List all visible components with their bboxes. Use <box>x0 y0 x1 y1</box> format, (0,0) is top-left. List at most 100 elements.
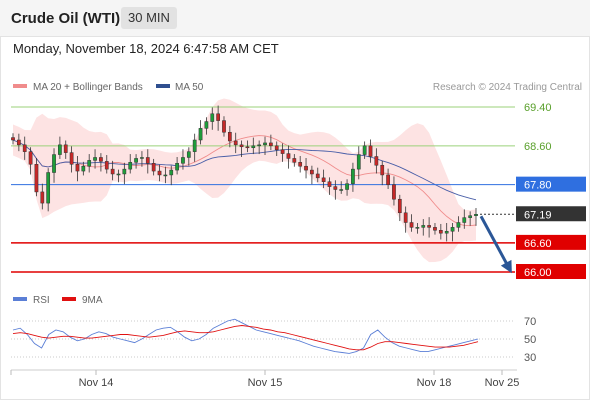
time-label: Nov 25 <box>485 377 520 389</box>
legend-ma50-swatch <box>156 84 170 88</box>
rsi-label-30: 30 <box>524 352 536 364</box>
candle-body <box>169 169 174 176</box>
candle-body <box>46 172 51 204</box>
legend-9ma-label: 9MA <box>82 295 103 306</box>
candle-body <box>222 120 226 133</box>
candle-body <box>99 157 103 162</box>
candle-body <box>333 186 338 190</box>
candle-body <box>87 160 92 167</box>
candle-body <box>474 214 478 216</box>
candle-body <box>403 212 408 223</box>
candle-body <box>374 156 379 166</box>
candle-body <box>456 222 461 228</box>
candle-body <box>210 113 215 122</box>
candle-body <box>321 177 326 182</box>
candle-body <box>93 157 97 161</box>
candle-body <box>128 162 133 170</box>
rsi-label-70: 70 <box>524 316 536 328</box>
level-67-80-label: 67.80 <box>524 180 552 192</box>
candle-body <box>286 153 291 159</box>
candle-body <box>104 161 109 170</box>
level-68-60-label: 68.60 <box>524 141 552 153</box>
candle-body <box>415 227 420 229</box>
price-levels <box>11 106 515 273</box>
candle-body <box>339 189 344 191</box>
candle-body <box>16 139 21 146</box>
candle-body <box>22 144 27 152</box>
legend-ma50-label: MA 50 <box>175 82 204 93</box>
rsi-label-50: 50 <box>524 334 536 346</box>
candle-body <box>40 191 45 204</box>
candle-body <box>239 144 244 148</box>
candle-body <box>122 168 127 175</box>
legend-ma20-swatch <box>13 84 27 88</box>
candle-body <box>362 145 367 155</box>
candle-body <box>462 217 467 223</box>
candle-body <box>397 198 402 214</box>
legend-rsi-swatch <box>13 297 27 301</box>
candle-body <box>186 151 191 158</box>
price-level-labels: 69.40 68.60 67.80 67.19 66.60 66.00 <box>516 102 586 279</box>
candles <box>11 105 478 242</box>
instrument-title: Crude Oil (WTI) <box>11 10 121 27</box>
candle-body <box>327 181 332 187</box>
candle-body <box>110 168 115 175</box>
forecast-arrow-shaft <box>479 215 511 269</box>
level-67-19-label: 67.19 <box>524 209 552 221</box>
candle-body <box>75 164 80 172</box>
candle-body <box>233 140 238 146</box>
candle-body <box>181 157 185 164</box>
candle-body <box>427 225 431 228</box>
candle-body <box>292 158 297 163</box>
level-66-00-tag <box>516 264 586 279</box>
candle-body <box>298 162 303 167</box>
candle-body <box>63 144 68 153</box>
candle-body <box>345 183 349 190</box>
level-67-80-tag <box>516 176 586 192</box>
candle-body <box>444 230 449 234</box>
candle-body <box>450 227 455 232</box>
candle-body <box>310 169 314 175</box>
time-label: Nov 15 <box>248 377 283 389</box>
level-66-60-tag <box>516 234 586 250</box>
candle-body <box>351 168 355 184</box>
candle-body <box>157 170 162 176</box>
bollinger-bands <box>13 98 476 263</box>
candle-body <box>204 121 209 129</box>
rsi-grid: 70 50 30 <box>11 316 536 364</box>
candle-body <box>356 154 361 170</box>
candle-body <box>151 163 156 172</box>
candle-body <box>69 152 74 165</box>
bollinger-band-fill <box>13 98 476 263</box>
candle-body <box>438 230 443 234</box>
candle-body <box>269 142 273 147</box>
attribution: Research © 2024 Trading Central <box>433 82 582 93</box>
candle-body <box>392 184 396 200</box>
candle-body <box>251 145 256 149</box>
candle-body <box>11 137 15 141</box>
chart-header: Crude Oil (WTI) 30 MIN <box>0 0 590 37</box>
candle-body <box>58 144 62 155</box>
forecast-arrow <box>479 215 512 274</box>
candle-body <box>468 215 473 218</box>
candle-body <box>198 128 203 141</box>
forecast-arrow-head <box>500 259 512 274</box>
rsi-lines <box>12 318 479 354</box>
candle-body <box>175 163 179 171</box>
candle-body <box>81 165 86 172</box>
candle-body <box>263 142 267 146</box>
candle-body <box>409 222 414 228</box>
level-66-00-label: 66.00 <box>524 267 552 279</box>
time-axis: Nov 14 Nov 15 Nov 18 Nov 25 <box>10 370 520 389</box>
candle-body <box>274 145 279 150</box>
candle-body <box>315 173 320 179</box>
candle-body <box>280 149 285 154</box>
legend-rsi-label: RSI <box>33 295 50 306</box>
candle-body <box>140 157 144 159</box>
candle-body <box>227 131 232 142</box>
timeframe-badge[interactable]: 30 MIN <box>121 7 177 29</box>
candle-body <box>216 113 220 121</box>
candle-body <box>421 225 426 228</box>
level-66-60-label: 66.60 <box>524 238 552 250</box>
legend-9ma-swatch <box>62 297 76 301</box>
